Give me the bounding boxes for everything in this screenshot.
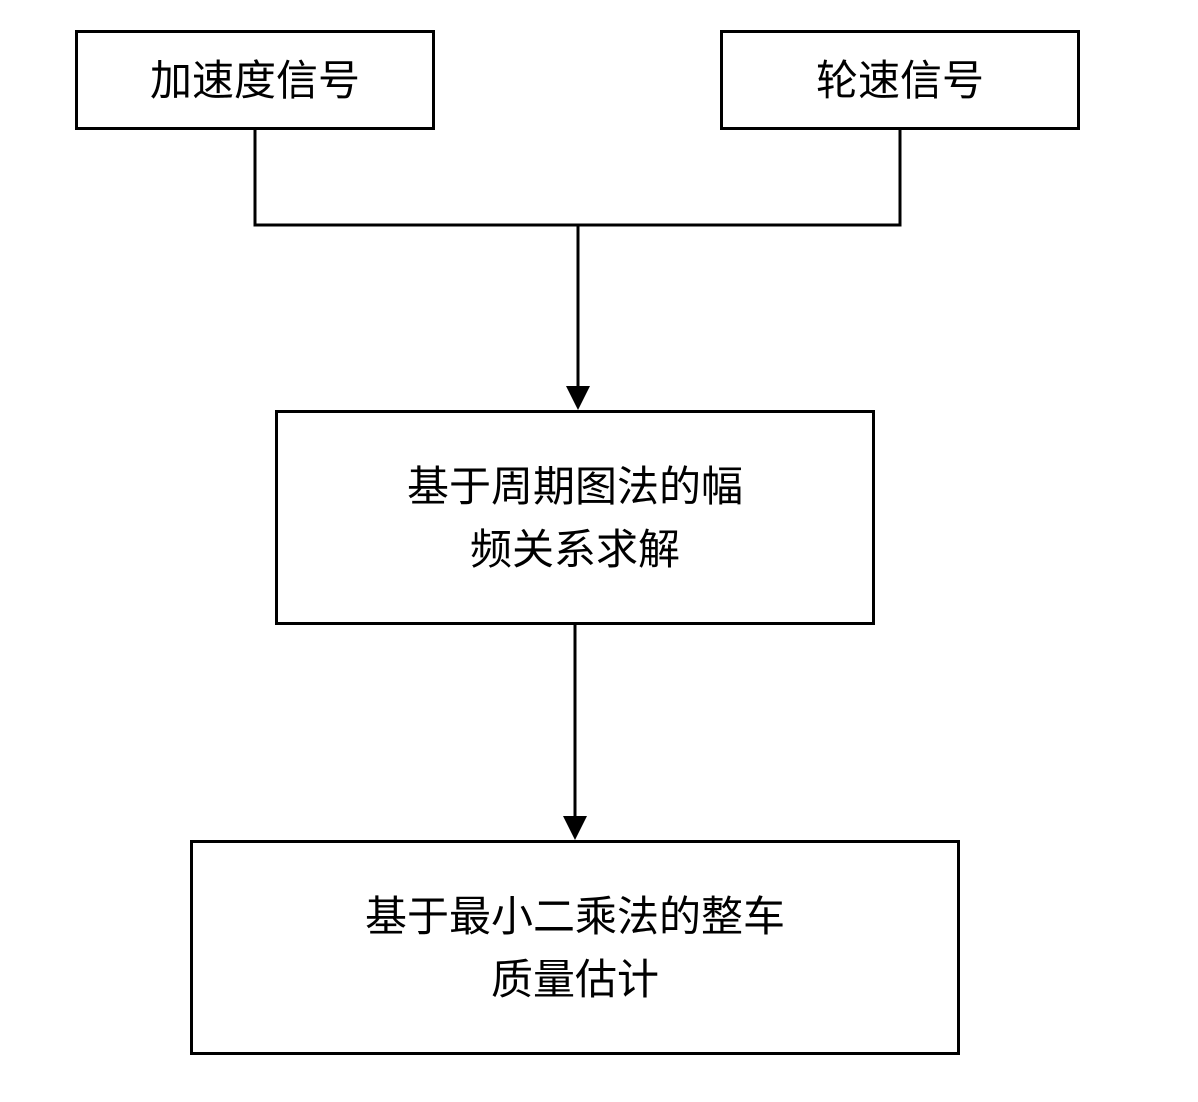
edge-input2-process1 — [578, 130, 900, 404]
node-input1: 加速度信号 — [75, 30, 435, 130]
node-label: 基于最小二乘法的整车 质量估计 — [365, 885, 785, 1011]
node-process1: 基于周期图法的幅 频关系求解 — [275, 410, 875, 625]
edge-input1-merge — [255, 130, 578, 225]
node-process2: 基于最小二乘法的整车 质量估计 — [190, 840, 960, 1055]
node-label: 加速度信号 — [150, 49, 360, 112]
node-input2: 轮速信号 — [720, 30, 1080, 130]
node-label: 基于周期图法的幅 频关系求解 — [407, 455, 743, 581]
node-label: 轮速信号 — [816, 49, 984, 112]
